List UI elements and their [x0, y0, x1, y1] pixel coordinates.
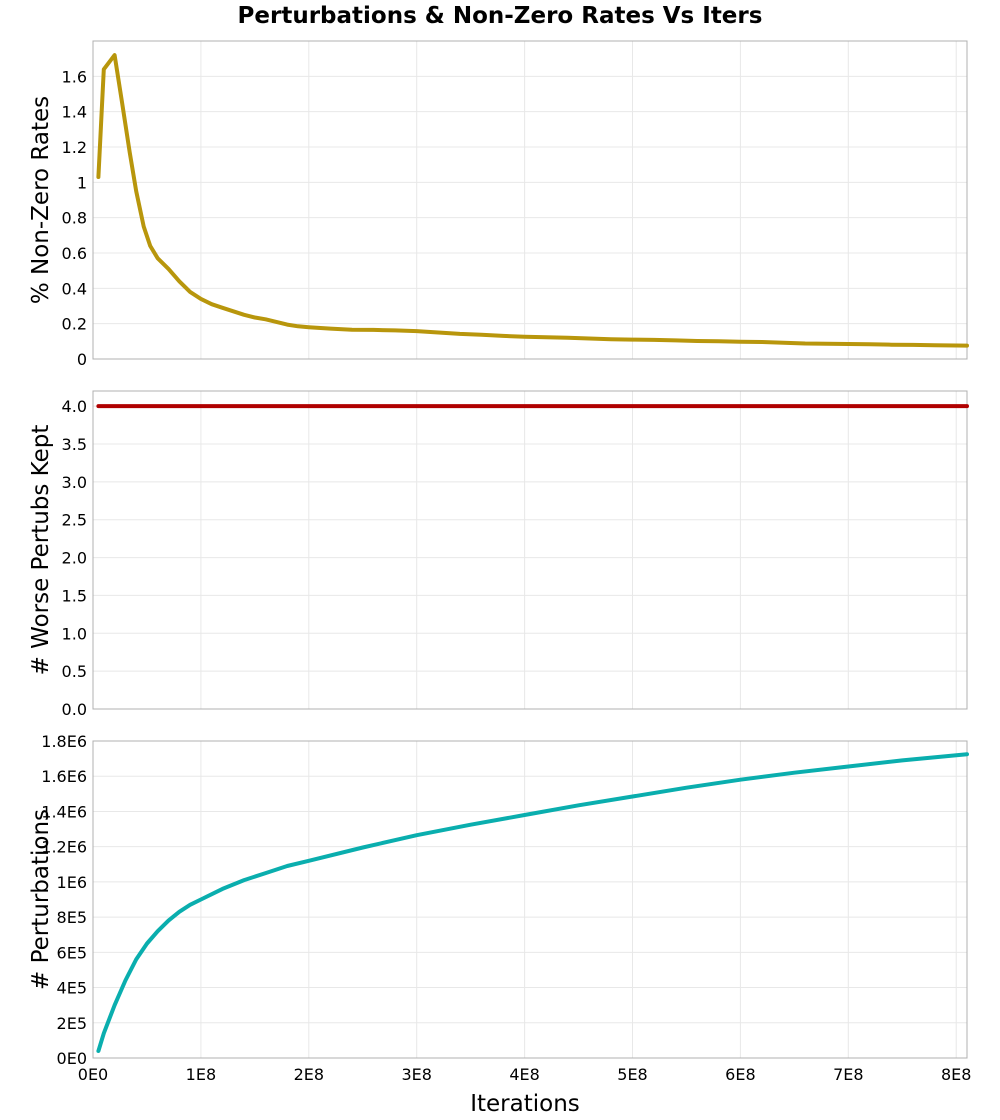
- y-tick-label: 1.6E6: [41, 767, 87, 786]
- y-tick-label: 0.2: [62, 315, 87, 334]
- y-tick-label: 2.0: [62, 549, 87, 568]
- x-tick-label: 1E8: [186, 1065, 216, 1084]
- y-tick-label: 1.8E6: [41, 732, 87, 751]
- y-tick-label: 8E5: [57, 908, 87, 927]
- x-tick-label: 8E8: [941, 1065, 971, 1084]
- y-tick-label: 6E5: [57, 943, 87, 962]
- y-tick-label: 3.5: [62, 435, 87, 454]
- y-tick-label: 0.8: [62, 209, 87, 228]
- y-tick-label: 1.5: [62, 586, 87, 605]
- y-tick-label: 1E6: [57, 873, 87, 892]
- y-tick-label: 0.6: [62, 244, 87, 263]
- plot-frame: [92, 40, 968, 360]
- perturbations-panel: 0E0 2E5 4E5 6E5 8E5 1E6 1.2E6 1.4E6 1.6E6 1.8E6 # …: [28, 732, 971, 1117]
- x-tick-label: 3E8: [401, 1065, 431, 1084]
- y-tick-label: 4.0: [62, 397, 87, 416]
- chart-title: Perturbations & Non-Zero Rates Vs Iters: [238, 3, 763, 29]
- y-tick-label: 1.4: [62, 103, 87, 122]
- y-tick-label: 1.0: [62, 624, 87, 643]
- y-tick-label: 4E5: [57, 979, 87, 998]
- x-axis-label: Iterations: [470, 1091, 580, 1117]
- x-tick-label: 0E0: [78, 1065, 108, 1084]
- x-tick-label: 2E8: [294, 1065, 324, 1084]
- x-tick-label: 6E8: [725, 1065, 755, 1084]
- y-tick-label: 0E0: [57, 1049, 87, 1068]
- series-line: [96, 53, 969, 348]
- y-tick-label: 3.0: [62, 473, 87, 492]
- y-tick-label: 1: [77, 173, 87, 192]
- nonzero-rates-panel: 0 0.2 0.4 0.6 0.8 1 1.2 1.4 1.6 % Non-Zero Rates: [28, 40, 969, 369]
- y-axis-label: % Non-Zero Rates: [28, 96, 54, 304]
- y-axis-label: # Perturbations: [28, 809, 54, 990]
- worse-pertubs-panel: 0.0 0.5 1.0 1.5 2.0 2.5 3.0 3.5 4.0 # Worse Pertu…: [28, 390, 969, 719]
- y-tick-label: 0.5: [62, 662, 87, 681]
- x-tick-label: 4E8: [509, 1065, 539, 1084]
- series-line: [96, 752, 969, 1053]
- y-tick-label: 1.2E6: [41, 838, 87, 857]
- y-tick-label: 0.4: [62, 279, 87, 298]
- x-tick-label: 7E8: [833, 1065, 863, 1084]
- y-tick-label: 1.2: [62, 138, 87, 157]
- y-axis-label: # Worse Pertubs Kept: [28, 425, 54, 676]
- plot-frame: [92, 740, 968, 1059]
- y-tick-label: 2.5: [62, 511, 87, 530]
- y-tick-label: 0: [77, 350, 87, 369]
- y-tick-label: 2E5: [57, 1014, 87, 1033]
- y-tick-label: 1.6: [62, 67, 87, 86]
- y-tick-label: 1.4E6: [41, 802, 87, 821]
- y-tick-label: 0.0: [62, 700, 87, 719]
- plot-frame: [92, 390, 968, 710]
- x-tick-label: 5E8: [617, 1065, 647, 1084]
